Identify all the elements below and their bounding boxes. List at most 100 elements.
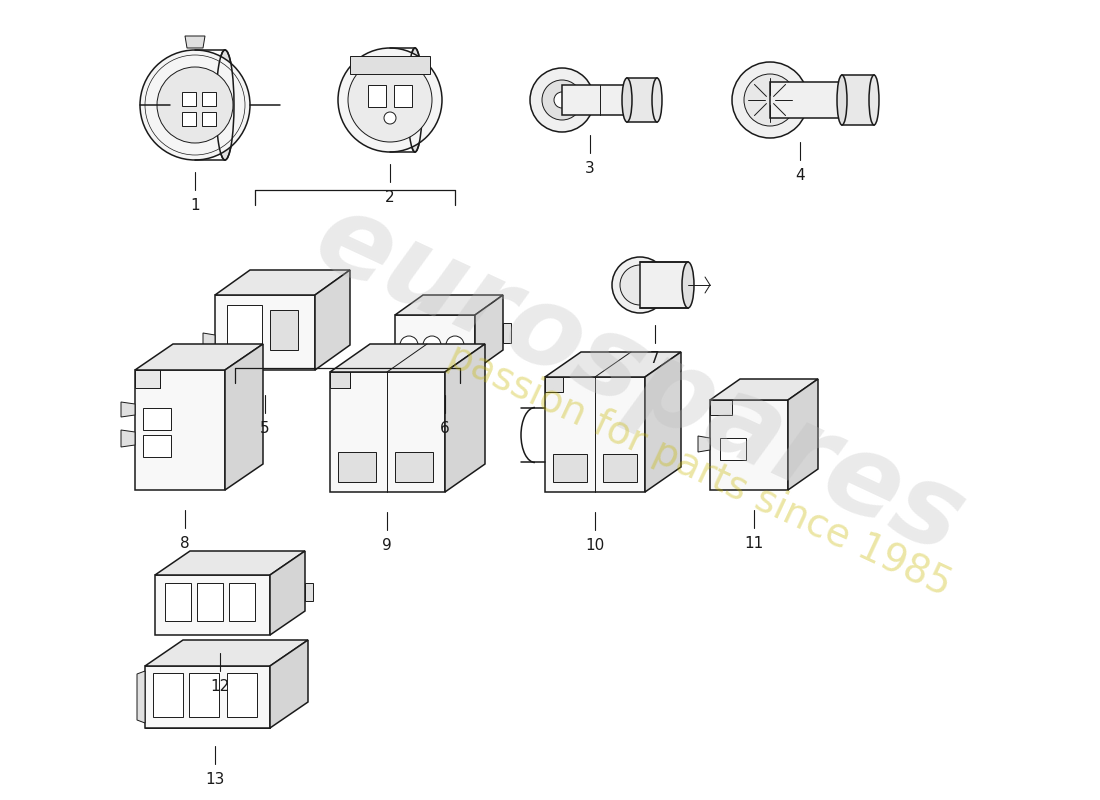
- Polygon shape: [121, 402, 135, 417]
- Text: 1: 1: [190, 198, 200, 213]
- Bar: [350, 56, 430, 74]
- Bar: [143, 435, 170, 457]
- Text: 10: 10: [585, 538, 605, 553]
- Bar: [182, 112, 196, 126]
- Bar: [770, 82, 842, 118]
- Text: 13: 13: [206, 772, 224, 787]
- Polygon shape: [145, 666, 270, 728]
- Circle shape: [620, 265, 660, 305]
- Bar: [143, 408, 170, 430]
- Polygon shape: [475, 295, 503, 370]
- Bar: [842, 75, 874, 125]
- Ellipse shape: [837, 75, 847, 125]
- Polygon shape: [544, 377, 563, 392]
- Polygon shape: [135, 370, 226, 490]
- Polygon shape: [155, 575, 270, 635]
- Circle shape: [157, 67, 233, 143]
- Circle shape: [140, 50, 250, 160]
- Polygon shape: [710, 400, 732, 415]
- Bar: [394, 85, 412, 107]
- Polygon shape: [138, 671, 145, 723]
- Polygon shape: [710, 379, 818, 400]
- Bar: [640, 262, 688, 308]
- Polygon shape: [185, 36, 205, 48]
- Bar: [553, 454, 587, 482]
- Text: 9: 9: [382, 538, 392, 553]
- Circle shape: [612, 257, 668, 313]
- Polygon shape: [395, 315, 475, 370]
- Bar: [720, 438, 746, 460]
- Polygon shape: [121, 430, 135, 447]
- Bar: [603, 454, 637, 482]
- Polygon shape: [446, 344, 485, 492]
- Polygon shape: [204, 333, 214, 347]
- Bar: [338, 452, 376, 482]
- Bar: [165, 583, 191, 621]
- Polygon shape: [788, 379, 818, 490]
- Bar: [270, 310, 298, 350]
- Text: 6: 6: [440, 421, 450, 436]
- Polygon shape: [145, 640, 308, 666]
- Polygon shape: [395, 295, 503, 315]
- Ellipse shape: [682, 262, 694, 308]
- Polygon shape: [214, 295, 315, 370]
- Circle shape: [446, 336, 464, 354]
- Ellipse shape: [869, 75, 879, 125]
- Circle shape: [744, 74, 796, 126]
- Polygon shape: [698, 436, 710, 452]
- Text: 5: 5: [261, 421, 270, 436]
- Text: eurospares: eurospares: [299, 183, 981, 577]
- Bar: [395, 452, 433, 482]
- Bar: [202, 112, 216, 126]
- Text: 2: 2: [385, 190, 395, 205]
- Circle shape: [400, 336, 418, 354]
- Bar: [368, 85, 386, 107]
- Bar: [227, 673, 257, 717]
- Bar: [305, 583, 314, 601]
- Circle shape: [554, 92, 570, 108]
- Polygon shape: [330, 372, 350, 388]
- Text: 4: 4: [795, 168, 805, 183]
- Bar: [182, 92, 196, 106]
- Text: 3: 3: [585, 161, 595, 176]
- Polygon shape: [214, 270, 350, 295]
- Bar: [202, 92, 216, 106]
- Bar: [197, 583, 223, 621]
- Bar: [227, 305, 262, 355]
- Text: 11: 11: [745, 536, 763, 551]
- Polygon shape: [544, 377, 645, 492]
- Bar: [229, 583, 255, 621]
- Polygon shape: [270, 551, 305, 635]
- Text: 7: 7: [650, 351, 660, 366]
- Circle shape: [732, 62, 808, 138]
- Bar: [153, 673, 183, 717]
- Bar: [503, 323, 512, 343]
- Polygon shape: [226, 344, 263, 490]
- Polygon shape: [330, 344, 485, 372]
- Bar: [562, 85, 627, 115]
- Ellipse shape: [407, 48, 422, 152]
- Ellipse shape: [621, 78, 632, 122]
- Bar: [189, 673, 219, 717]
- Circle shape: [338, 48, 442, 152]
- Ellipse shape: [652, 78, 662, 122]
- Circle shape: [384, 112, 396, 124]
- Polygon shape: [330, 372, 446, 492]
- Text: 8: 8: [180, 536, 190, 551]
- Polygon shape: [544, 352, 681, 377]
- Bar: [627, 78, 657, 122]
- Text: passion for parts since 1985: passion for parts since 1985: [442, 336, 958, 604]
- Polygon shape: [135, 370, 160, 388]
- Polygon shape: [645, 352, 681, 492]
- Text: 12: 12: [210, 679, 230, 694]
- Polygon shape: [315, 270, 350, 370]
- Polygon shape: [155, 551, 305, 575]
- Circle shape: [530, 68, 594, 132]
- Ellipse shape: [216, 50, 234, 160]
- Circle shape: [348, 58, 432, 142]
- Polygon shape: [270, 640, 308, 728]
- Circle shape: [424, 336, 441, 354]
- Circle shape: [542, 80, 582, 120]
- Polygon shape: [710, 400, 788, 490]
- Polygon shape: [135, 344, 263, 370]
